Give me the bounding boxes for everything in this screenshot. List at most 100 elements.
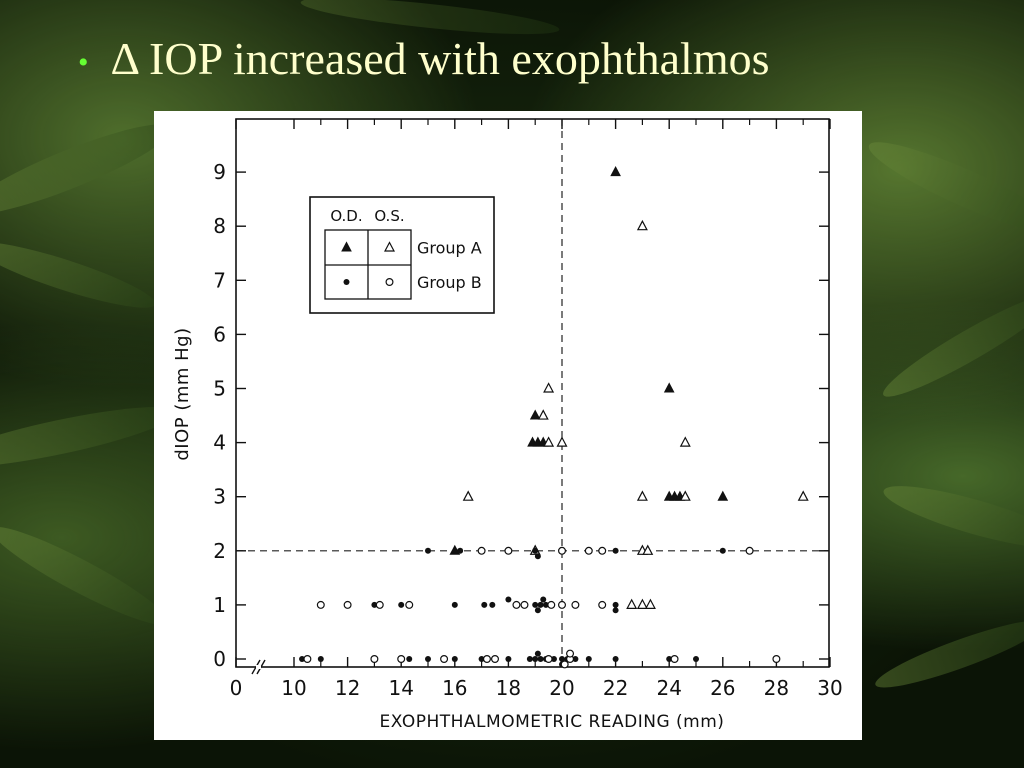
legend-marker-group-b-od [343, 279, 350, 285]
x-axis-label: EXOPHTHALMOMETRIC READING (mm) [380, 712, 725, 732]
series-group [303, 546, 781, 669]
y-tick-label: 9 [213, 160, 226, 184]
legend-box [309, 196, 495, 314]
data-point [303, 654, 312, 663]
data-point [425, 547, 431, 554]
data-point [612, 656, 619, 662]
data-point [457, 547, 464, 554]
y-tick-label: 7 [213, 268, 226, 292]
data-point [405, 600, 414, 609]
legend-marker-group-a-od [341, 241, 352, 252]
data-point [558, 546, 567, 555]
data-point [512, 600, 521, 609]
y-tick-label: 2 [213, 539, 226, 563]
data-point [745, 546, 754, 555]
y-tick-label: 3 [213, 485, 226, 509]
data-point [636, 598, 648, 609]
data-point [537, 601, 544, 608]
data-point [482, 654, 491, 663]
data-point [598, 600, 607, 609]
data-point [316, 600, 325, 609]
data-point [584, 546, 593, 555]
data-point [543, 382, 555, 393]
x-tick-label: 20 [549, 676, 574, 700]
data-point [772, 654, 781, 663]
data-point [679, 436, 691, 447]
data-point [636, 219, 648, 231]
data-point [526, 656, 533, 662]
data-point [425, 656, 431, 662]
data-point [544, 654, 553, 663]
plot-frame [235, 118, 830, 675]
y-tick-label: 6 [213, 322, 226, 346]
x-tick-label: 24 [656, 676, 681, 700]
legend: O.D. O.S. Group A Group B [309, 196, 495, 314]
data-point [505, 656, 512, 662]
data-point [610, 166, 621, 177]
legend-marker-group-b-os [385, 278, 394, 287]
data-point [679, 490, 691, 501]
data-point [612, 601, 619, 608]
data-point [505, 596, 512, 603]
series-group [449, 166, 729, 555]
data-point [532, 601, 539, 608]
data-point [556, 436, 568, 447]
data-point [537, 656, 544, 662]
data-point [612, 607, 619, 614]
data-point [537, 409, 549, 420]
y-tick-label: 4 [213, 431, 226, 455]
data-point [375, 600, 384, 609]
legend-column-label: O.S. [374, 207, 404, 225]
data-point [397, 654, 406, 663]
legend-marker-group-a-os [384, 241, 395, 252]
data-point [481, 601, 488, 608]
data-point [719, 547, 726, 554]
x-tick-label: 14 [388, 676, 413, 700]
data-point [398, 601, 405, 608]
axis-break-gap [256, 665, 261, 669]
data-point [642, 544, 654, 555]
data-point [532, 547, 539, 554]
series-group [462, 219, 809, 609]
data-point [406, 656, 413, 662]
data-point [558, 600, 567, 609]
data-point [451, 601, 458, 608]
data-point [343, 600, 352, 609]
slide-title: • Δ IOP increased with exophthalmos [78, 32, 770, 85]
series-group [299, 547, 726, 668]
data-point [571, 600, 580, 609]
data-point [598, 546, 607, 555]
data-point [560, 660, 569, 669]
y-tick-label: 8 [213, 214, 226, 238]
data-point [440, 654, 449, 663]
data-point [566, 649, 575, 658]
x-tick-label: 28 [764, 676, 789, 700]
x-tick-label: 12 [335, 676, 360, 700]
data-point [534, 553, 541, 560]
data-point [477, 546, 486, 555]
x-tick-label: 16 [442, 676, 467, 700]
data-point [540, 596, 547, 603]
data-point [547, 600, 556, 609]
data-point [670, 654, 679, 663]
data-point [489, 601, 496, 608]
x-tick-label: 0 [230, 676, 243, 700]
y-tick-label: 1 [213, 593, 226, 617]
data-point [666, 656, 673, 662]
data-point [585, 656, 592, 662]
data-point [534, 650, 541, 657]
y-tick-label: 0 [213, 647, 226, 671]
data-point [717, 490, 729, 501]
data-points [299, 166, 809, 669]
data-point [534, 607, 541, 614]
y-axis-label: dIOP (mm Hg) [172, 327, 193, 460]
data-point [520, 600, 529, 609]
plot-border [235, 118, 830, 668]
data-point [370, 654, 379, 663]
data-point [572, 656, 579, 662]
x-tick-label: 30 [817, 676, 842, 700]
reference-lines [236, 119, 829, 667]
x-tick-label: 10 [281, 676, 306, 700]
data-point [491, 654, 500, 663]
